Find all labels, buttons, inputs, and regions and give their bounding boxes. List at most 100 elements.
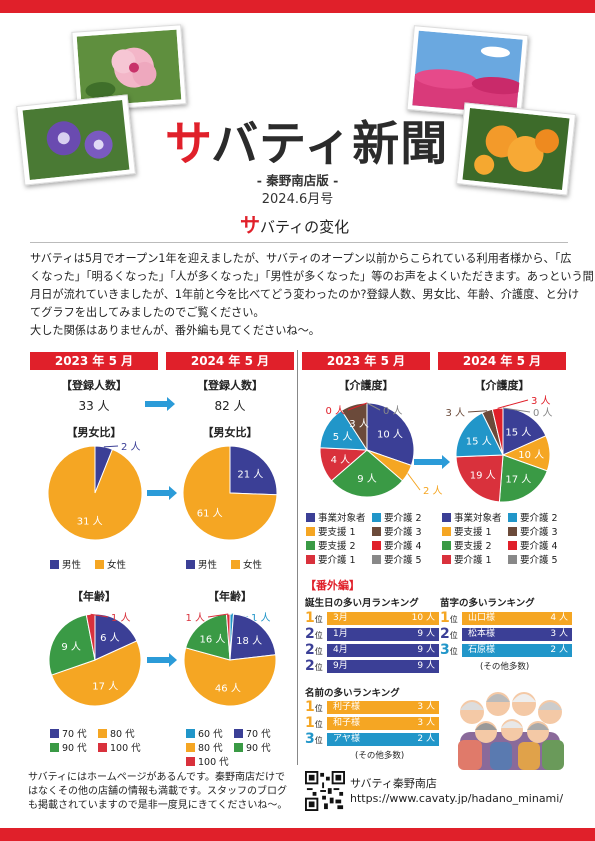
ranking-rank: 2位 xyxy=(305,642,323,658)
pie-label: 10 人 xyxy=(377,429,403,441)
legend-item-female: 女性 xyxy=(95,557,126,571)
ranking-name: 石原様 xyxy=(468,645,496,655)
pie-slice-jigyo xyxy=(366,402,415,467)
legend-item-100s: 100 代 xyxy=(98,740,141,754)
ranking-rank: 2位 xyxy=(440,626,458,642)
newspaper-title: サバティ新聞 xyxy=(165,117,449,172)
registered-label-2023: 【登録人数】 xyxy=(61,379,127,392)
ranking-rank: 1位 xyxy=(440,610,458,626)
ranking-name: 和子様 xyxy=(333,718,361,728)
arrow-icon xyxy=(145,397,175,411)
pie-label: 15 人 xyxy=(505,426,531,438)
age-legend-2023: 70 代 80 代 90 代 100 代 xyxy=(50,726,160,756)
pie-label: 9 人 xyxy=(357,473,377,485)
ranking-rank: 3位 xyxy=(440,642,458,658)
column-divider xyxy=(297,350,298,765)
bottom-red-bar xyxy=(0,828,595,841)
pie-leader-line xyxy=(207,613,229,618)
morning-glory-photo xyxy=(16,94,136,186)
legend-item-90s: 90 代 xyxy=(234,740,271,754)
section-heading: サバティの変化 xyxy=(240,213,350,237)
care-label-2024: 【介護度】 xyxy=(474,379,530,392)
ranking-count: 3 人 xyxy=(550,629,568,639)
ranking-name: 4月 xyxy=(333,645,348,655)
ranking-count: 9 人 xyxy=(417,645,435,655)
ranking-count: 3 人 xyxy=(417,702,435,712)
pie-slice-80s xyxy=(183,647,277,707)
legend-item-female: 女性 xyxy=(231,557,262,571)
pie-slice-female xyxy=(182,445,278,541)
ranking-count: 9 人 xyxy=(417,661,435,671)
pie-leader-line xyxy=(366,402,381,411)
pie-label: 1 人 xyxy=(185,612,205,624)
pie-leader-line xyxy=(497,399,529,409)
gender-legend-2024: 男性 女性 xyxy=(186,557,296,571)
ranking-name: 1月 xyxy=(333,629,348,639)
pie-label: 2 人 xyxy=(121,441,141,453)
ranking-bar: 石原様 2 人 xyxy=(462,644,572,657)
pie-label: 17 人 xyxy=(92,681,118,693)
surname-note: (その他多数) xyxy=(480,662,530,672)
pie-leader-line xyxy=(407,473,421,491)
pie-slice-70s xyxy=(229,613,277,661)
top-red-bar xyxy=(0,0,595,13)
qr-code-icon[interactable] xyxy=(305,771,345,811)
header-2024-right: 2024 年 5 月 xyxy=(438,352,566,370)
care-legend-2023: 事業対象者 要介護 2 要支援 1 要介護 3 要支援 2 要介護 4 要介護 … xyxy=(306,510,436,570)
pie-label: 1 人 xyxy=(111,612,131,624)
ranking-rank: 2位 xyxy=(305,626,323,642)
ranking-bar: 利子様 3 人 xyxy=(327,701,439,714)
ranking-row: 2位 9月 9 人 xyxy=(305,658,439,674)
ranking-row: 3位 アヤ様 2 人 xyxy=(305,731,439,747)
ranking-name: 9月 xyxy=(333,661,348,671)
hibiscus-photo xyxy=(71,24,187,112)
edition-label: - 秦野南店版 - xyxy=(256,173,339,188)
elderly-group-illustration xyxy=(458,692,564,770)
ranking-rank: 2位 xyxy=(305,658,323,674)
pie-label: 0 人 xyxy=(533,407,553,419)
pie-label: 1 人 xyxy=(251,612,271,624)
pie-slice-kaigo2 xyxy=(455,412,504,458)
ranking-bar: 4月 9 人 xyxy=(327,644,439,657)
ranking-name: アヤ様 xyxy=(333,734,361,744)
ranking-rank: 3位 xyxy=(305,731,323,747)
pie-slice-70s xyxy=(94,613,138,661)
header-2024-left: 2024 年 5 月 xyxy=(166,352,294,370)
pie-label: 5 人 xyxy=(333,431,353,443)
ranking-row: 1位 利子様 3 人 xyxy=(305,699,439,715)
care-label-2023: 【介護度】 xyxy=(338,379,394,392)
pie-label: 21 人 xyxy=(237,468,263,480)
gender-label-2024: 【男女比】 xyxy=(202,426,258,439)
ranking-row: 3位 石原様 2 人 xyxy=(440,642,572,658)
pie-slice-80s xyxy=(50,640,142,707)
legend-item-80s: 80 代 xyxy=(98,726,135,740)
ranking-row: 2位 4月 9 人 xyxy=(305,642,439,658)
ranking-count: 10 人 xyxy=(411,613,435,623)
gender-label-2023: 【男女比】 xyxy=(66,426,122,439)
pie-slice-90s xyxy=(48,614,96,676)
shop-url-link[interactable]: https://www.cavaty.jp/hadano_minami/ xyxy=(350,792,564,805)
birth-ranking-title: 誕生日の多い月ランキング xyxy=(305,598,419,609)
pie-leader-line xyxy=(467,410,488,413)
ranking-name: 山口様 xyxy=(468,613,496,623)
ranking-bar: 9月 9 人 xyxy=(327,660,439,673)
age-label-2023: 【年齢】 xyxy=(72,590,116,603)
legend-item-90s: 90 代 xyxy=(50,740,87,754)
header-2023-right: 2023 年 5 月 xyxy=(302,352,430,370)
ranking-bar: 和子様 3 人 xyxy=(327,717,439,730)
ranking-bar: 山口様 4 人 xyxy=(462,612,572,625)
pie-label: 3 人 xyxy=(445,407,465,419)
arrow-icon xyxy=(147,653,177,667)
registered-value-2024: 82 人 xyxy=(214,399,246,413)
pie-slice-male xyxy=(229,445,278,496)
ranking-row: 1位 3月 10 人 xyxy=(305,610,439,626)
pie-label: 46 人 xyxy=(215,683,241,695)
pie-leader-line xyxy=(502,407,531,413)
pie-slice-100s xyxy=(85,613,96,661)
ranking-bar: 3月 10 人 xyxy=(327,612,439,625)
ranking-bar: 松本様 3 人 xyxy=(462,628,572,641)
ranking-rank: 1位 xyxy=(305,699,323,715)
pie-label: 0 人 xyxy=(325,405,345,417)
ranking-rank: 1位 xyxy=(305,610,323,626)
